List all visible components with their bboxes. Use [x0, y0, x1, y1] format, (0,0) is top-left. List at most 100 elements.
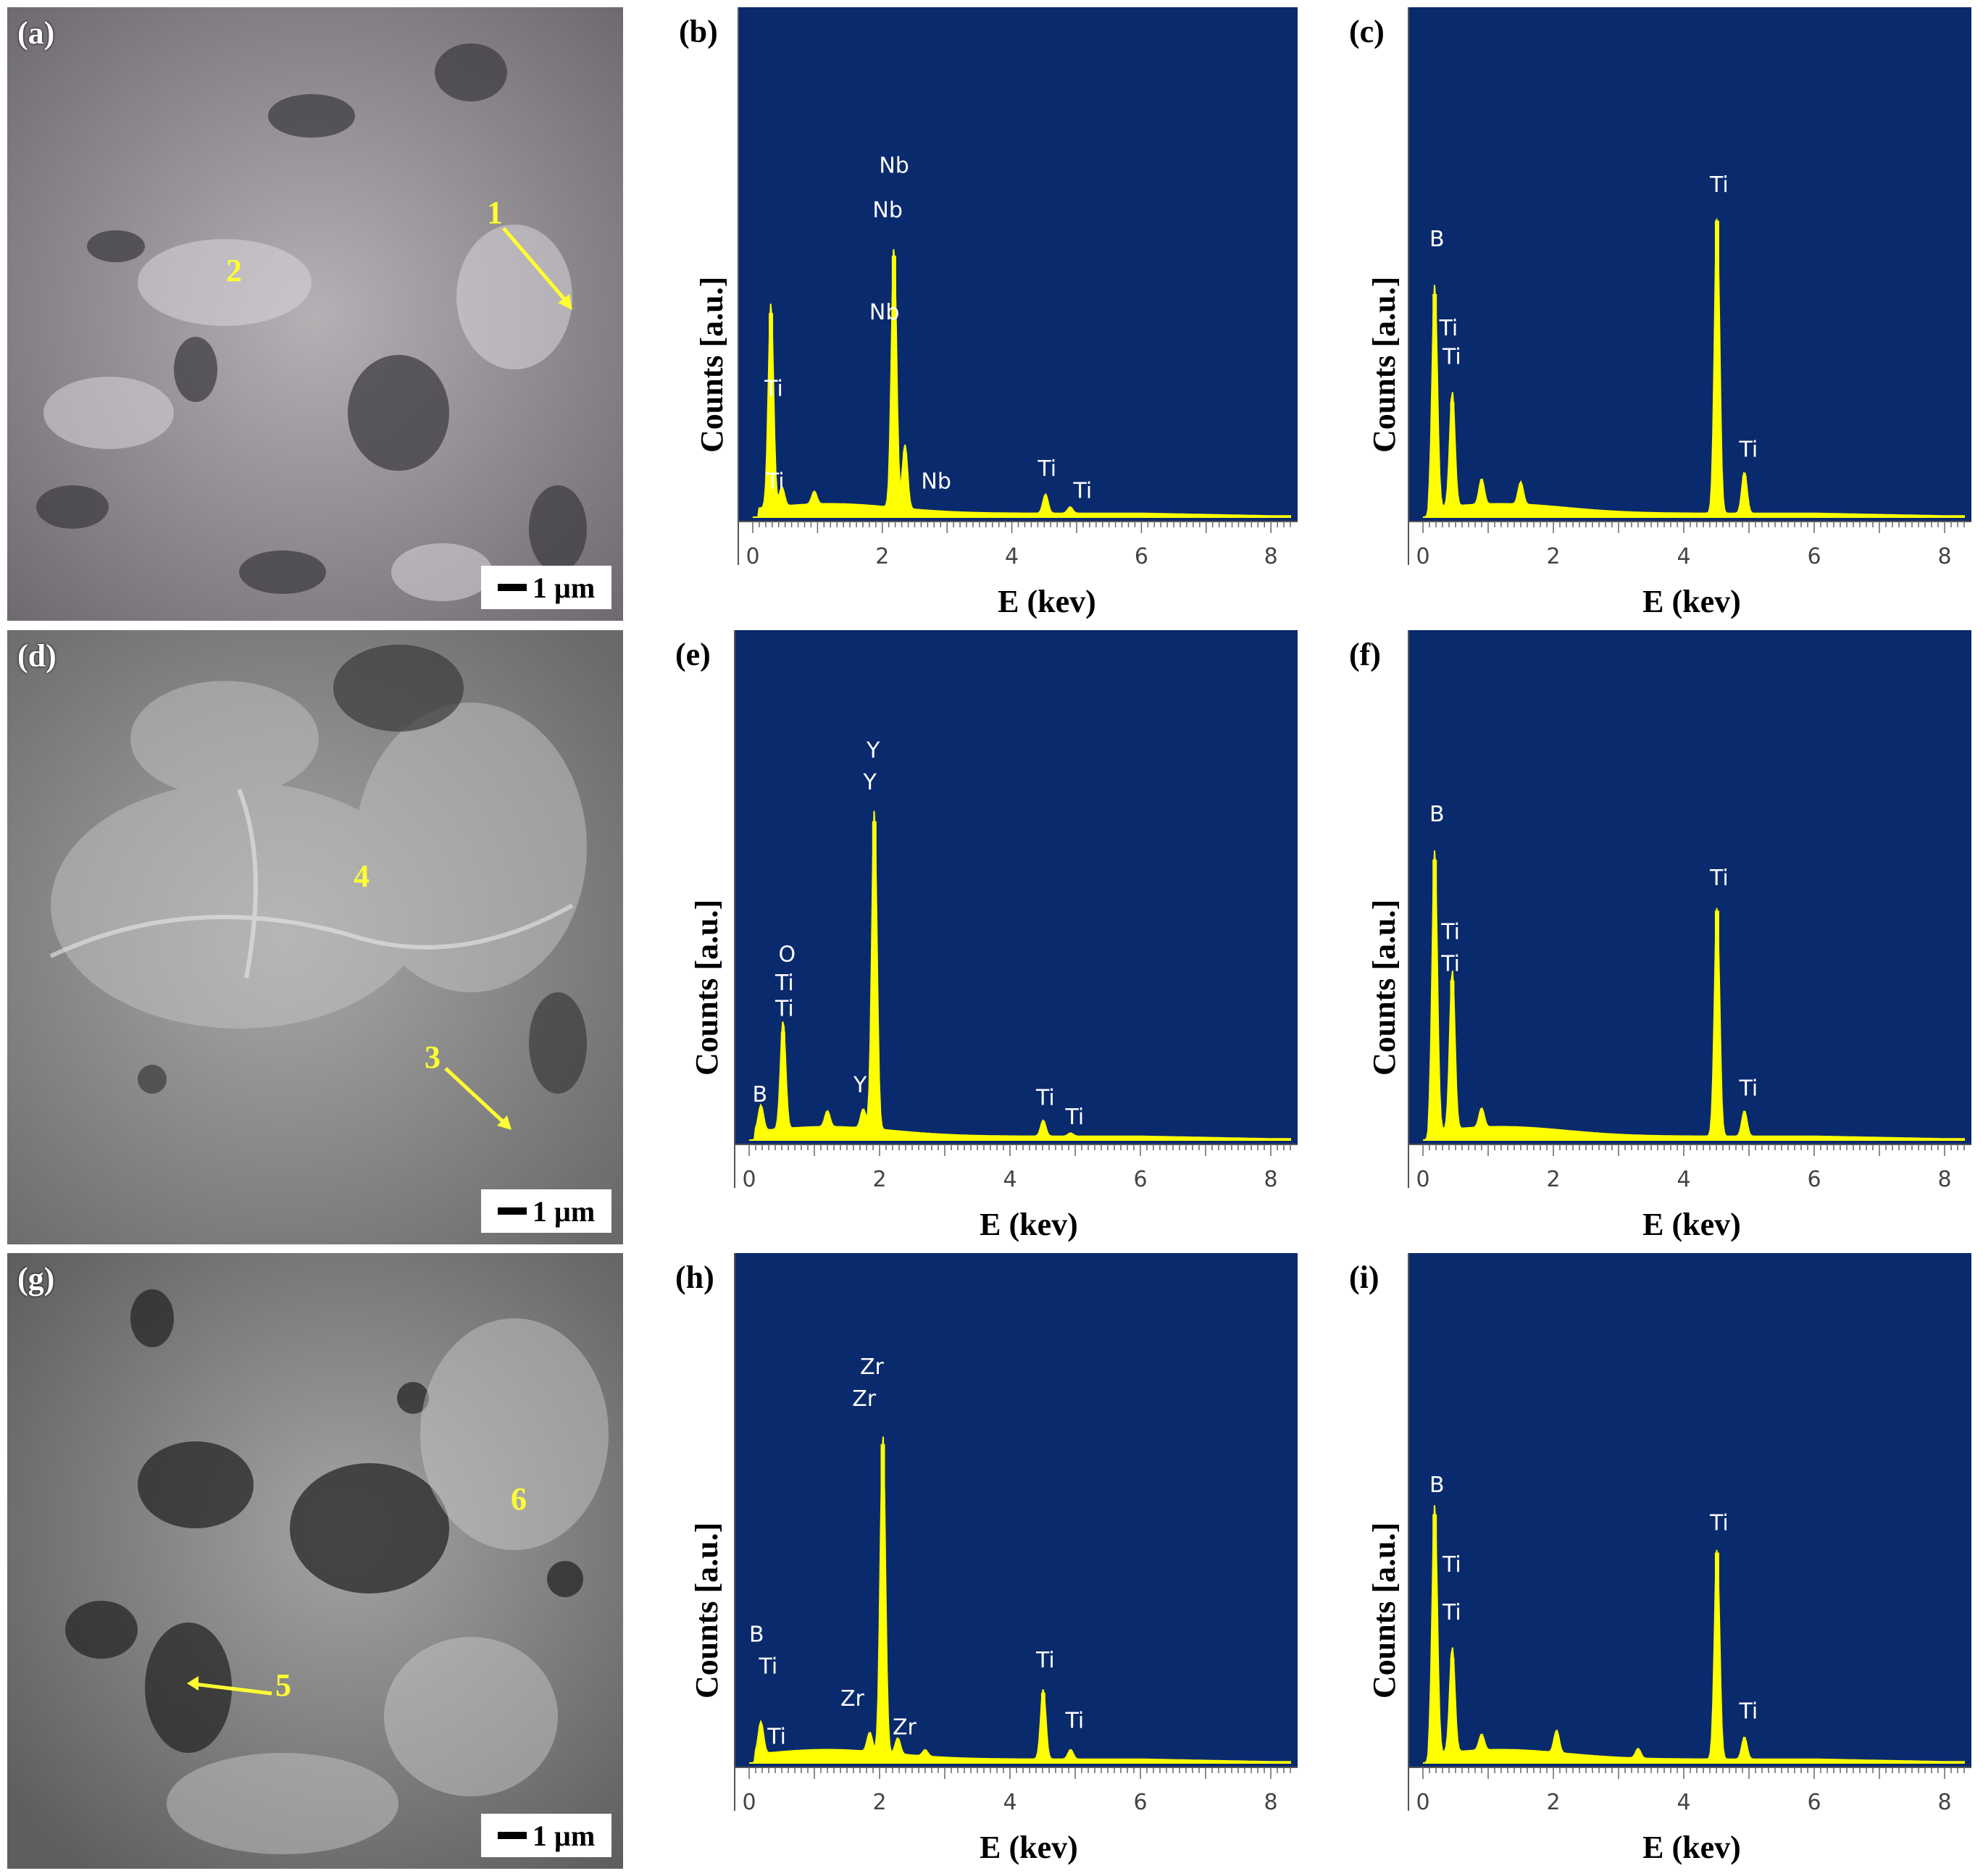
peak-label: O	[779, 942, 796, 967]
scale-bar: 1 µm	[481, 1814, 611, 1857]
sem-image-a: (a) 1 2 1 µm	[7, 7, 623, 621]
panel-letter: (c)	[1349, 14, 1385, 49]
peak-label: Ti	[1442, 1600, 1461, 1625]
spectrum-series	[753, 249, 1291, 518]
peak-label: B	[749, 1622, 764, 1648]
peak-label: Ti	[1709, 172, 1729, 198]
marker-label: 3	[425, 1039, 441, 1075]
scale-bar-label: 1 µm	[532, 1194, 596, 1228]
peak-label: B	[1429, 227, 1445, 252]
eds-chart-h: (h) Zr Zr B Ti Ti Zr Zr Ti Ti 0 2 4 6 8	[675, 1253, 1301, 1825]
eds-plot: B Ti Ti Ti Ti 0 2 4 6 8	[1406, 7, 1974, 579]
x-tick-label: 8	[1264, 1167, 1277, 1192]
spectrum-series	[749, 811, 1291, 1141]
x-tick-label: 8	[1264, 544, 1278, 569]
peak-label: Nb	[872, 198, 902, 223]
panel-letter: (a)	[17, 15, 55, 51]
eds-chart-e: (e) Y Y O Ti Ti B Y Ti Ti 0 2 4 6 8	[675, 630, 1301, 1202]
peak-label: Ti	[765, 469, 785, 494]
x-tick-label: 4	[1003, 1167, 1016, 1192]
peak-label: Nb	[921, 469, 951, 494]
x-axis-label: E (kev)	[1642, 1830, 1741, 1865]
peak-label: Ti	[1739, 1699, 1758, 1724]
marker-arrow	[187, 1676, 272, 1696]
marker-arrow	[444, 1067, 512, 1130]
panel-letter: (i)	[1349, 1260, 1379, 1295]
y-axis-label: Counts [a.u.]	[689, 899, 725, 1076]
x-tick-label: 4	[1003, 1790, 1016, 1815]
sem-image-d: (d) 3 4 1 µm	[7, 630, 623, 1244]
x-tick-label: 0	[742, 1790, 756, 1815]
peak-label: Zr	[840, 1686, 865, 1712]
eds-chart-i: (i) B Ti Ti Ti Ti 0 2 4 6 8	[1349, 1253, 1974, 1825]
x-tick-label: 4	[1677, 1790, 1690, 1815]
y-axis-label: Counts [a.u.]	[1366, 276, 1402, 453]
peak-label: Ti	[764, 377, 783, 402]
marker-label: 4	[354, 858, 370, 894]
x-tick-label: 0	[746, 544, 759, 569]
x-tick-label: 6	[1133, 1790, 1147, 1815]
plot-background	[1408, 7, 1971, 522]
x-tick-label: 8	[1937, 1167, 1951, 1192]
peak-label: Zr	[860, 1354, 885, 1380]
x-tick-label: 6	[1135, 544, 1148, 569]
eds-chart-f: (f) B Ti Ti Ti Ti 0 2 4 6 8	[1349, 630, 1974, 1202]
peak-label: Ti	[1739, 1076, 1758, 1101]
x-tick-label: 6	[1807, 1790, 1821, 1815]
marker-label: 5	[275, 1667, 291, 1703]
peak-label: Y	[863, 770, 877, 795]
x-axis-label: E (kev)	[980, 1830, 1078, 1865]
x-tick-label: 8	[1937, 1790, 1951, 1815]
peak-label: Ti	[1709, 1511, 1729, 1536]
peak-label: Ti	[767, 1725, 786, 1750]
eds-chart-c: (c) B Ti Ti Ti Ti 0 2 4 6 8	[1349, 7, 1974, 579]
marker-arrow	[502, 227, 572, 310]
plot-background	[1408, 630, 1971, 1144]
x-tick-label: 2	[872, 1790, 886, 1815]
peak-label: B	[753, 1082, 768, 1107]
sem-texture	[7, 630, 623, 1244]
peak-label: Y	[866, 738, 880, 763]
x-axis-label: E (kev)	[1642, 1207, 1741, 1242]
panel-letter: (g)	[17, 1261, 55, 1297]
peak-label: Ti	[1439, 316, 1458, 341]
plot-background	[735, 1253, 1298, 1767]
peak-label: Ti	[1065, 1105, 1085, 1130]
peak-label: Ti	[1709, 866, 1729, 891]
eds-plot: Ti Ti Nb Nb Nb Nb Ti Ti 0 2 4 6 8	[735, 7, 1301, 579]
x-tick-label: 8	[1264, 1790, 1277, 1815]
sem-texture	[7, 1253, 623, 1869]
peak-label: Ti	[1073, 479, 1093, 504]
peak-label: Ti	[1037, 456, 1056, 482]
marker-label: 2	[226, 253, 242, 288]
eds-chart-b: (b) Ti Ti Nb Nb Nb Nb Ti Ti 0 2 4 6 8	[679, 7, 1301, 579]
peak-label: Ti	[1440, 952, 1460, 977]
peak-label: Ti	[775, 996, 794, 1021]
x-tick-label: 0	[1416, 1167, 1429, 1192]
peak-label: B	[1429, 802, 1445, 827]
peak-label: Zr	[893, 1714, 917, 1740]
x-tick-label: 2	[872, 1167, 886, 1192]
peak-label: Zr	[852, 1386, 877, 1412]
x-tick-label: 4	[1677, 1167, 1690, 1192]
peak-label: B	[1429, 1473, 1445, 1498]
panel-letter: (e)	[675, 637, 711, 672]
peak-label: Ti	[775, 971, 794, 996]
x-tick-label: 2	[1546, 1790, 1560, 1815]
scale-bar: 1 µm	[481, 1189, 611, 1233]
peak-label: Ti	[1035, 1648, 1055, 1673]
x-tick-label: 6	[1807, 544, 1821, 569]
y-axis-label: Counts [a.u.]	[694, 276, 730, 453]
x-tick-label: 4	[1005, 544, 1019, 569]
panel-letter: (b)	[679, 14, 718, 49]
scale-bar-label: 1 µm	[532, 1819, 596, 1852]
x-axis-label: E (kev)	[980, 1207, 1078, 1242]
eds-plot: B Ti Ti Ti Ti 0 2 4 6 8	[1406, 630, 1974, 1202]
spectrum-series	[1422, 218, 1965, 518]
peak-label: Ti	[1035, 1086, 1055, 1111]
peak-label: Ti	[1442, 345, 1461, 370]
marker-label: 1	[487, 195, 503, 230]
y-axis-label: Counts [a.u.]	[689, 1522, 725, 1699]
x-axis-label: E (kev)	[998, 584, 1096, 619]
